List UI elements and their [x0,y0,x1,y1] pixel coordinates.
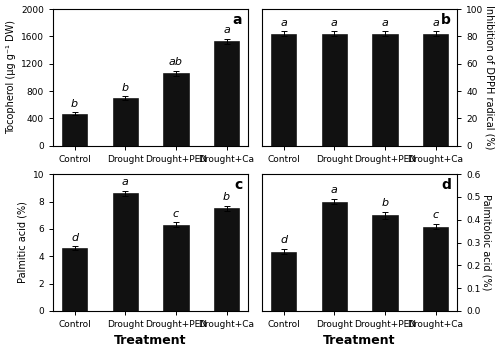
Text: b: b [122,83,129,93]
Bar [322,34,347,146]
Bar [271,252,296,311]
Bar [163,225,188,311]
Text: b: b [223,192,230,203]
Bar [372,34,398,146]
Text: c: c [432,210,438,220]
Bar [62,114,88,146]
Text: d: d [280,235,287,245]
Bar [112,193,138,311]
Text: b: b [442,13,451,27]
Y-axis label: Palmitic acid (%): Palmitic acid (%) [17,202,27,283]
Text: c: c [234,178,242,192]
Text: a: a [280,18,287,28]
Bar [423,34,448,146]
Bar [372,215,398,311]
Text: a: a [331,18,338,28]
Y-axis label: Palmitoloic acid (%): Palmitoloic acid (%) [482,195,492,291]
Text: b: b [382,198,388,208]
Bar [214,208,239,311]
Text: ab: ab [169,57,183,67]
Bar [163,73,188,146]
Text: a: a [223,25,230,35]
Bar [271,34,296,146]
Bar [214,41,239,146]
Text: a: a [122,178,128,187]
Text: a: a [382,18,388,28]
Text: c: c [173,209,179,219]
Text: d: d [71,233,78,243]
Text: d: d [442,178,451,192]
Text: a: a [331,185,338,195]
Y-axis label: Tocopherol (μg g⁻¹ DW): Tocopherol (μg g⁻¹ DW) [6,20,16,134]
X-axis label: Treatment: Treatment [114,334,187,347]
Y-axis label: Inhibition of DPPH radical (%): Inhibition of DPPH radical (%) [484,5,494,150]
Bar [62,248,88,311]
Text: a: a [432,18,439,28]
Bar [112,98,138,146]
X-axis label: Treatment: Treatment [324,334,396,347]
Text: b: b [71,99,78,109]
Bar [322,202,347,311]
Text: a: a [232,13,242,27]
Bar [423,227,448,311]
